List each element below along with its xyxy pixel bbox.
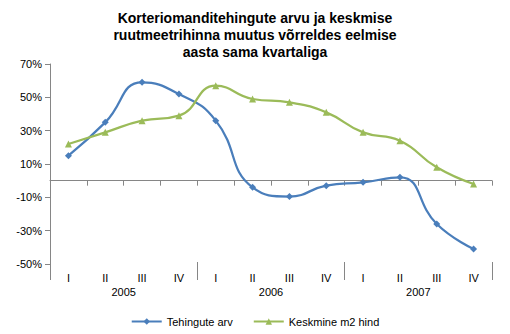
svg-text:I: I [214, 272, 217, 284]
svg-text:II: II [397, 272, 403, 284]
svg-text:III: III [137, 272, 146, 284]
svg-text:10%: 10% [20, 158, 42, 170]
svg-text:IV: IV [321, 272, 332, 284]
svg-text:30%: 30% [20, 125, 42, 137]
svg-text:2006: 2006 [259, 286, 283, 298]
svg-text:2005: 2005 [111, 286, 135, 298]
svg-text:-50%: -50% [16, 258, 42, 270]
svg-text:-30%: -30% [16, 225, 42, 237]
svg-text:-10%: -10% [16, 191, 42, 203]
svg-text:III: III [285, 272, 294, 284]
svg-text:aasta sama kvartaliga: aasta sama kvartaliga [183, 44, 328, 60]
svg-text:Keskmine m2 hind: Keskmine m2 hind [289, 316, 380, 328]
svg-text:50%: 50% [20, 91, 42, 103]
svg-text:I: I [67, 272, 70, 284]
svg-text:I: I [362, 272, 365, 284]
svg-text:Korteriomanditehingute arvu ja: Korteriomanditehingute arvu ja keskmise [118, 10, 393, 26]
svg-text:IV: IV [468, 272, 479, 284]
svg-text:70%: 70% [20, 58, 42, 70]
svg-text:Tehingute arv: Tehingute arv [167, 316, 234, 328]
svg-text:2007: 2007 [406, 286, 430, 298]
svg-text:III: III [432, 272, 441, 284]
svg-text:ruutmeetrihinna muutus võrreld: ruutmeetrihinna muutus võrreldes eelmise [113, 27, 396, 43]
svg-text:II: II [102, 272, 108, 284]
svg-text:IV: IV [174, 272, 185, 284]
svg-text:II: II [250, 272, 256, 284]
